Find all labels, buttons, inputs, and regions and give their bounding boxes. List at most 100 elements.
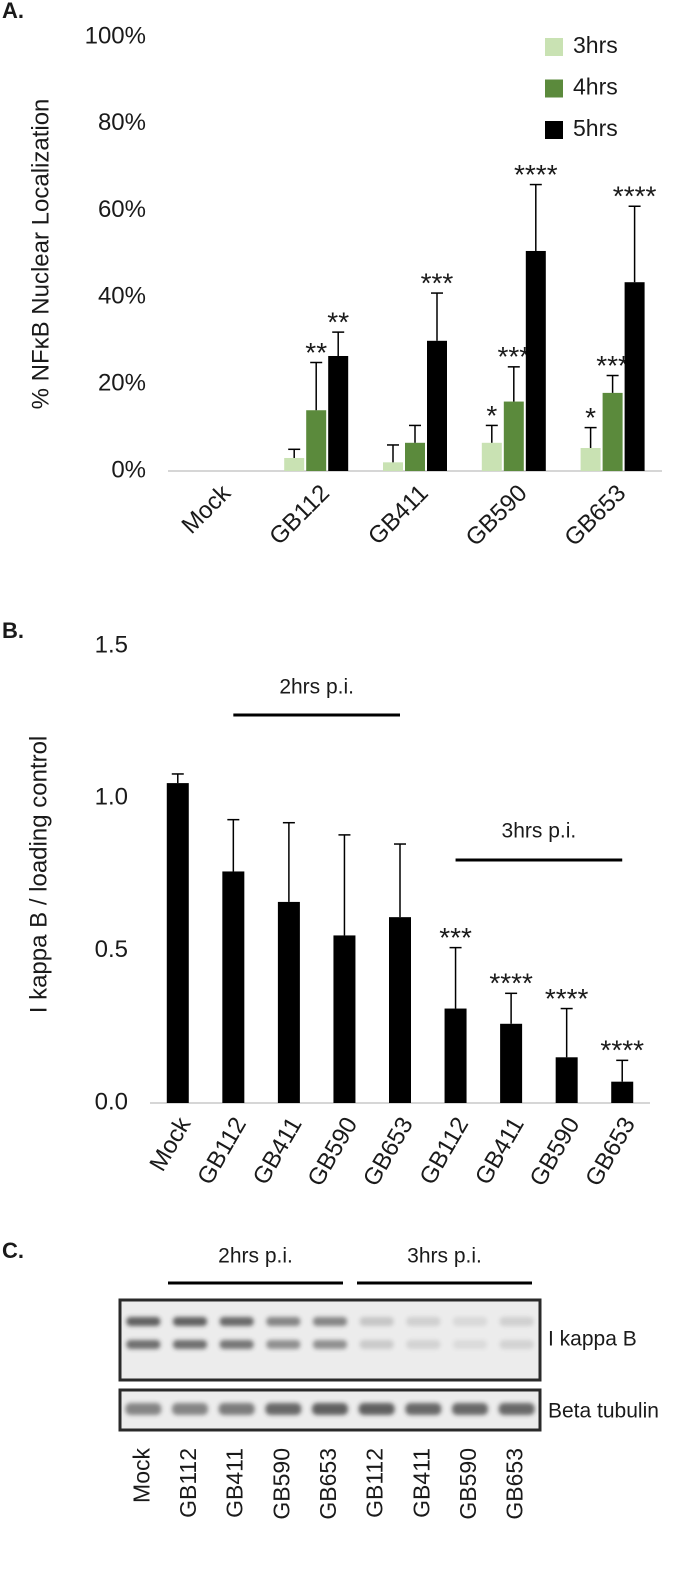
legend-label: 4hrs [573,74,618,100]
blot-band [266,1317,301,1326]
x-tick-label: GB112 [264,480,335,551]
blot-band [312,1403,348,1415]
error-bar [606,374,619,393]
blot-band [453,1317,487,1326]
y-tick-label: 0% [111,456,146,483]
y-tick-label: 0.0 [95,1088,128,1115]
bar [444,1008,467,1103]
y-tick-label: 1.0 [95,784,128,811]
error-bar [332,331,345,356]
x-tick-label: GB411 [363,480,434,551]
error-bar [387,444,399,463]
blot-band [219,1340,254,1349]
lane-label: GB411 [222,1448,248,1518]
blot-band [265,1403,302,1415]
y-tick-label: 20% [98,370,146,397]
lane-label: GB112 [175,1448,201,1518]
x-tick-label: Mock [144,1112,197,1176]
significance-label: *** [596,350,629,381]
error-bar [431,292,443,341]
significance-label: ** [327,307,349,338]
error-bar [338,834,351,936]
error-bar [507,366,520,402]
y-tick-label: 1.5 [95,631,128,658]
x-tick-label: GB112 [414,1113,474,1190]
blot-band [405,1403,442,1415]
bar [306,410,327,471]
blot-band [172,1403,208,1415]
bar [383,462,403,471]
significance-label: * [486,400,497,431]
blot-band [219,1317,254,1326]
group-label: 2hrs p.i. [218,1245,293,1268]
significance-label: *** [421,267,454,298]
bar [611,1081,634,1103]
x-tick-label: GB411 [248,1113,308,1190]
row-label: I kappa B [548,1328,637,1351]
error-bar [394,843,406,918]
bar [427,340,447,471]
lane-label: GB112 [362,1448,388,1518]
lane-label: GB590 [455,1448,481,1520]
blot-band [499,1340,534,1349]
error-bar [505,992,518,1024]
group-label: 3hrs p.i. [407,1245,482,1268]
x-tick-label: GB590 [302,1113,363,1191]
y-axis-label: I kappa B / loading control [25,736,52,1014]
bar [580,447,601,471]
y-tick-label: 100% [85,22,146,49]
legend-swatch [545,38,563,56]
error-bar [227,818,240,872]
error-bar [310,361,323,411]
panel-label: C. [2,1238,24,1263]
lane-label: GB590 [268,1448,294,1520]
blot-band [266,1340,301,1349]
error-bar [449,946,462,1009]
bar [284,457,305,471]
x-tick-label: GB653 [358,1113,419,1191]
significance-label: **** [545,983,589,1014]
significance-label: *** [439,922,472,953]
bar [500,1023,523,1103]
group-label: 3hrs p.i. [502,820,577,843]
legend-label: 3hrs [573,32,618,58]
significance-label: *** [497,341,530,372]
bar [328,355,349,471]
bar [405,442,425,471]
bar [525,250,546,471]
error-bar [409,424,421,443]
blot-band [313,1340,347,1349]
error-bar [288,448,301,458]
x-tick-label: GB590 [525,1113,586,1191]
lane-label: Mock [128,1448,154,1503]
legend-swatch [545,79,563,98]
group-label: 2hrs p.i. [279,676,354,699]
blot-band [359,1317,394,1326]
bar [481,442,502,471]
lane-label: GB411 [408,1448,434,1518]
blot-band [359,1340,394,1349]
y-tick-label: 60% [98,196,146,223]
panel-label: A. [2,0,24,23]
y-tick-label: 80% [98,109,146,136]
x-tick-label: GB653 [559,480,631,552]
significance-label: **** [613,181,657,212]
error-bar [171,773,184,784]
bar [389,917,411,1103]
x-tick-label: GB653 [580,1113,641,1191]
bar [333,935,356,1103]
x-tick-label: GB590 [461,480,533,552]
bar [166,783,189,1103]
row-label: Beta tubulin [548,1400,659,1423]
significance-label: **** [489,968,533,999]
blot-band [453,1340,487,1349]
blot-band [358,1403,395,1415]
lane-label: GB653 [315,1448,341,1520]
blot-band [173,1317,207,1326]
blot-band [499,1317,534,1326]
bar [555,1057,578,1103]
blot-band [498,1403,535,1415]
bar [222,871,245,1103]
x-tick-label: Mock [176,479,236,539]
significance-label: **** [600,1035,644,1066]
